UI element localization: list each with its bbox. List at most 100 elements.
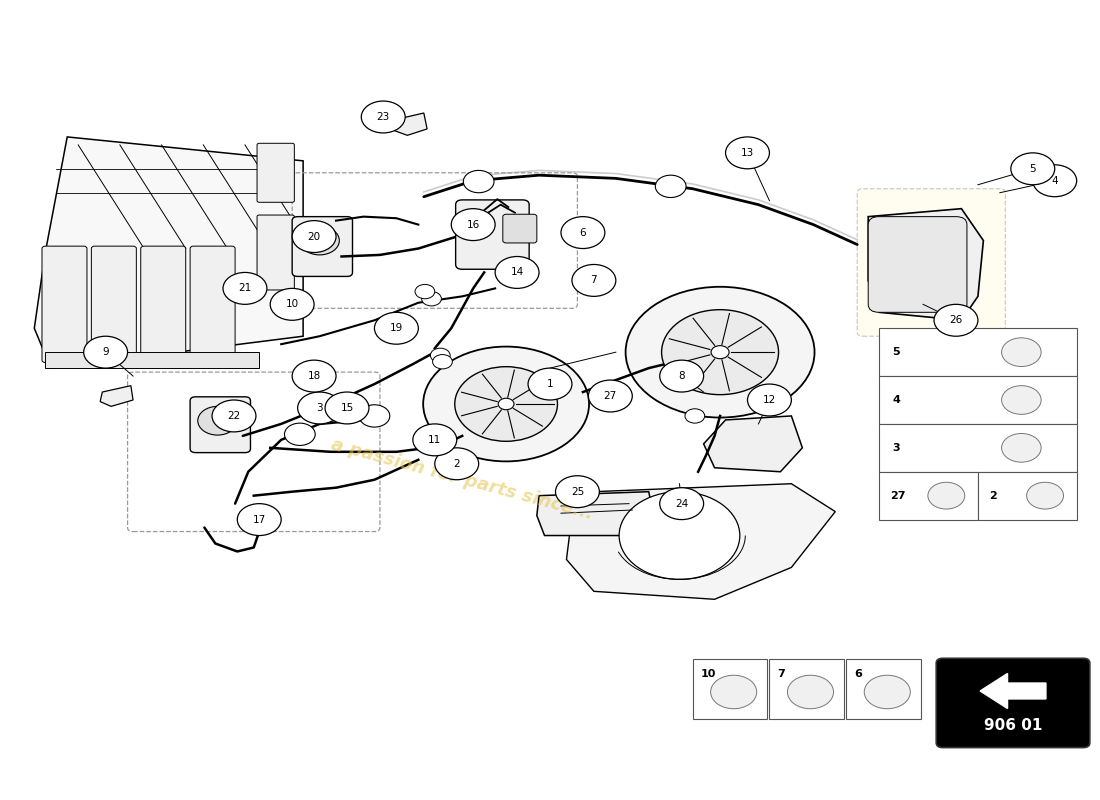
FancyBboxPatch shape [141, 246, 186, 362]
Text: 1: 1 [547, 379, 553, 389]
Text: 3: 3 [892, 443, 900, 453]
Polygon shape [537, 492, 654, 535]
Polygon shape [394, 113, 427, 135]
Text: 26: 26 [949, 315, 962, 326]
Circle shape [412, 424, 456, 456]
Text: 2: 2 [453, 458, 460, 469]
Text: 4: 4 [1052, 176, 1058, 186]
Text: 6: 6 [580, 227, 586, 238]
Circle shape [748, 384, 791, 416]
Text: 25: 25 [571, 486, 584, 497]
Circle shape [561, 217, 605, 249]
Circle shape [865, 675, 911, 709]
Polygon shape [980, 674, 1046, 709]
Text: 4: 4 [892, 395, 900, 405]
Circle shape [198, 406, 238, 435]
FancyBboxPatch shape [455, 200, 529, 270]
Text: 7: 7 [777, 669, 785, 678]
Circle shape [711, 346, 729, 358]
Polygon shape [566, 484, 835, 599]
FancyBboxPatch shape [936, 658, 1090, 747]
Circle shape [293, 221, 336, 253]
FancyBboxPatch shape [857, 189, 1005, 336]
Text: 906 01: 906 01 [983, 718, 1042, 733]
Circle shape [223, 273, 267, 304]
Circle shape [656, 175, 686, 198]
FancyBboxPatch shape [190, 397, 251, 453]
Text: 5: 5 [892, 347, 900, 357]
Circle shape [434, 448, 478, 480]
FancyBboxPatch shape [190, 246, 235, 362]
Circle shape [619, 492, 740, 579]
FancyBboxPatch shape [257, 215, 295, 290]
Circle shape [928, 482, 965, 509]
Text: 5: 5 [1030, 164, 1036, 174]
Circle shape [415, 285, 434, 298]
Polygon shape [100, 386, 133, 406]
Circle shape [285, 423, 316, 446]
Ellipse shape [626, 286, 814, 418]
Circle shape [572, 265, 616, 296]
Circle shape [432, 354, 452, 369]
FancyBboxPatch shape [503, 214, 537, 243]
Circle shape [1026, 482, 1064, 509]
Circle shape [463, 170, 494, 193]
Circle shape [711, 675, 757, 709]
FancyBboxPatch shape [293, 217, 352, 277]
Circle shape [685, 409, 705, 423]
Circle shape [1002, 386, 1041, 414]
FancyBboxPatch shape [45, 352, 260, 368]
Circle shape [326, 392, 368, 424]
Text: 22: 22 [228, 411, 241, 421]
Polygon shape [704, 416, 802, 472]
Text: 21: 21 [239, 283, 252, 294]
Circle shape [498, 398, 514, 410]
Circle shape [1033, 165, 1077, 197]
Circle shape [726, 137, 769, 169]
FancyBboxPatch shape [879, 328, 1077, 376]
FancyBboxPatch shape [693, 659, 767, 719]
Circle shape [298, 392, 341, 424]
FancyBboxPatch shape [257, 143, 295, 202]
Circle shape [421, 291, 441, 306]
FancyBboxPatch shape [978, 472, 1077, 519]
Circle shape [238, 504, 282, 535]
Text: 19: 19 [389, 323, 403, 334]
Circle shape [1002, 338, 1041, 366]
Ellipse shape [424, 346, 590, 462]
Circle shape [451, 209, 495, 241]
Text: 16: 16 [466, 220, 480, 230]
Text: 9: 9 [102, 347, 109, 357]
Text: 13: 13 [741, 148, 755, 158]
Circle shape [293, 360, 336, 392]
Text: 20: 20 [308, 231, 321, 242]
Circle shape [588, 380, 632, 412]
Circle shape [359, 405, 389, 427]
Text: 8: 8 [679, 371, 685, 381]
FancyBboxPatch shape [91, 246, 136, 362]
FancyBboxPatch shape [879, 376, 1077, 424]
FancyBboxPatch shape [868, 217, 967, 312]
Circle shape [300, 226, 339, 255]
Circle shape [212, 400, 256, 432]
FancyBboxPatch shape [879, 424, 1077, 472]
Circle shape [661, 310, 779, 394]
Circle shape [454, 366, 558, 442]
Circle shape [495, 257, 539, 288]
Text: 14: 14 [510, 267, 524, 278]
Text: 10: 10 [701, 669, 716, 678]
Text: 24: 24 [675, 498, 689, 509]
Circle shape [361, 101, 405, 133]
Circle shape [430, 348, 450, 362]
Circle shape [556, 476, 600, 508]
Text: a passion for parts since...: a passion for parts since... [329, 436, 595, 523]
FancyBboxPatch shape [769, 659, 844, 719]
Text: 11: 11 [428, 435, 441, 445]
FancyBboxPatch shape [846, 659, 921, 719]
Circle shape [1002, 434, 1041, 462]
Text: 2: 2 [989, 490, 997, 501]
Text: 15: 15 [340, 403, 353, 413]
Text: 27: 27 [890, 490, 905, 501]
Text: 23: 23 [376, 112, 389, 122]
Circle shape [660, 488, 704, 519]
